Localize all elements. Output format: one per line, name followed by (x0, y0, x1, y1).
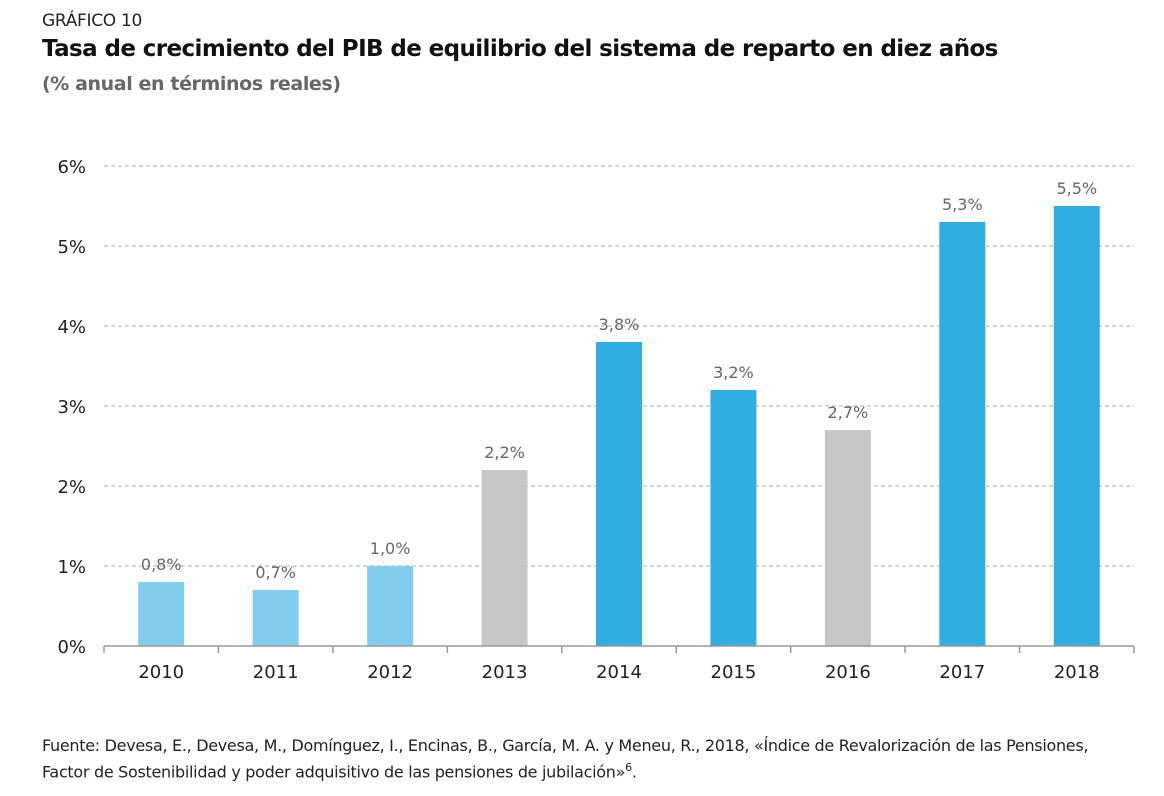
data-label: 1,0% (370, 539, 411, 558)
bar-2012 (367, 566, 414, 646)
data-label: 0,7% (255, 563, 296, 582)
y-tick-label: 3% (57, 397, 86, 418)
data-label: 5,3% (942, 195, 983, 214)
y-tick-label: 2% (57, 477, 86, 498)
footnote-ref: 6 (625, 761, 632, 774)
bar-2010 (138, 582, 185, 646)
source-note: Fuente: Devesa, E., Devesa, M., Domíngue… (42, 735, 1132, 783)
chart-subtitle: (% anual en términos reales) (42, 73, 341, 95)
bar-2017 (939, 222, 986, 646)
bar-2018 (1053, 206, 1100, 646)
y-tick-label: 4% (57, 317, 86, 338)
chart-title: Tasa de crecimiento del PIB de equilibri… (42, 36, 998, 62)
source-end: . (631, 762, 637, 782)
y-tick-label: 5% (57, 237, 86, 258)
x-tick-label: 2015 (711, 662, 757, 683)
x-tick-label: 2013 (482, 662, 528, 683)
data-label: 3,2% (713, 363, 754, 382)
chart-kicker: GRÁFICO 10 (42, 11, 143, 31)
x-tick-label: 2017 (939, 662, 985, 683)
x-tick-label: 2012 (367, 662, 413, 683)
bar-2015 (710, 390, 757, 646)
x-tick-label: 2010 (138, 662, 184, 683)
x-tick-label: 2016 (825, 662, 871, 683)
y-tick-label: 1% (57, 557, 86, 578)
data-label: 2,2% (484, 443, 525, 462)
y-tick-label: 6% (57, 157, 86, 178)
data-label: 3,8% (599, 315, 640, 334)
x-tick-label: 2011 (253, 662, 299, 683)
y-tick-label: 0% (57, 637, 86, 658)
data-label: 5,5% (1056, 179, 1097, 198)
bar-2013 (481, 470, 528, 646)
data-label: 2,7% (828, 403, 869, 422)
bar-2011 (252, 590, 299, 646)
data-label: 0,8% (141, 555, 182, 574)
source-text: Fuente: Devesa, E., Devesa, M., Domíngue… (42, 736, 1089, 782)
bar-2014 (596, 342, 642, 646)
x-tick-label: 2018 (1054, 662, 1100, 683)
x-tick-label: 2014 (596, 662, 642, 683)
bar-2016 (824, 430, 871, 646)
